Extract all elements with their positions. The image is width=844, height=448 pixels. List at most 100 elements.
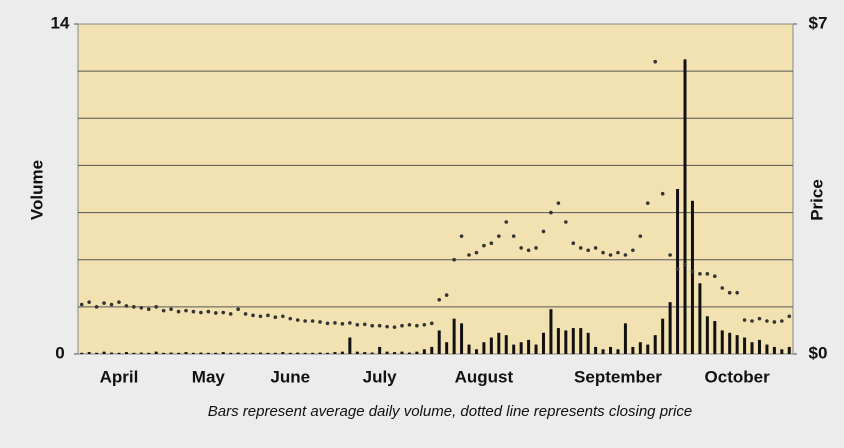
price-dot <box>87 300 91 304</box>
x-tick-label: July <box>363 367 398 386</box>
volume-bar <box>154 351 158 354</box>
price-dot <box>705 272 710 276</box>
volume-bar <box>95 352 99 354</box>
volume-bar <box>527 339 531 354</box>
price-dot <box>735 290 739 295</box>
price-dot <box>452 257 456 262</box>
volume-bar <box>415 351 419 354</box>
volume-bar <box>497 332 501 354</box>
volume-bar <box>333 352 337 354</box>
price-dot <box>132 305 136 309</box>
price-dot <box>601 250 605 255</box>
volume-bar <box>512 344 516 354</box>
price-dot <box>258 314 263 319</box>
price-dot <box>385 324 389 329</box>
price-dot <box>690 269 695 274</box>
price-dot <box>541 229 546 234</box>
volume-bar <box>393 352 397 354</box>
volume-bar <box>363 352 367 354</box>
price-dot <box>444 293 449 297</box>
volume-bar <box>370 352 374 354</box>
y-tick-label: 14 <box>51 13 70 32</box>
caption: Bars represent average daily volume, dot… <box>208 403 692 420</box>
price-dot <box>780 319 784 323</box>
volume-bar <box>683 59 687 354</box>
price-dot <box>497 234 501 238</box>
price-dot <box>698 272 702 276</box>
volume-bar <box>221 352 225 354</box>
volume-bar <box>80 352 84 354</box>
volume-bar <box>757 339 761 354</box>
volume-bar <box>638 342 642 354</box>
price-dot <box>437 297 442 302</box>
volume-bar <box>139 352 143 354</box>
volume-bar <box>348 337 352 354</box>
volume-bar <box>378 346 382 354</box>
volume-bar <box>541 332 545 354</box>
price-dot <box>273 315 278 320</box>
price-dot <box>720 286 725 290</box>
volume-bar <box>616 349 620 354</box>
price-dot <box>295 318 300 322</box>
volume-bar <box>698 283 702 354</box>
volume-bar <box>556 328 560 354</box>
plot-area <box>77 23 794 355</box>
volume-bar <box>713 321 717 354</box>
price-dot <box>228 312 233 316</box>
y2-tick-label: $7 <box>809 13 828 32</box>
price-dot <box>161 308 166 313</box>
volume-bar <box>743 337 747 354</box>
price-dot <box>578 246 583 250</box>
volume-bar <box>311 352 315 354</box>
volume-bar <box>326 352 330 354</box>
price-dot <box>765 319 769 323</box>
price-dot <box>348 321 352 325</box>
price-dot <box>504 220 509 224</box>
volume-bar <box>191 352 195 354</box>
price-dot <box>191 309 196 314</box>
price-dot <box>645 201 650 205</box>
x-tick-label: September <box>574 367 662 386</box>
price-dot <box>154 305 159 309</box>
price-dot <box>511 234 516 238</box>
price-dot <box>593 246 598 250</box>
price-dot <box>325 321 330 326</box>
price-dot <box>169 307 173 312</box>
volume-bar <box>400 351 404 354</box>
price-dot <box>415 323 419 328</box>
volume-bar <box>653 335 657 354</box>
volume-bar <box>318 352 322 354</box>
price-dot <box>400 323 404 328</box>
price-dot <box>772 320 777 324</box>
volume-bar <box>169 352 173 354</box>
price-dot <box>534 246 538 250</box>
price-dot <box>340 322 345 326</box>
price-dot <box>608 253 613 257</box>
volume-bar <box>571 328 575 354</box>
x-tick-label: October <box>705 367 771 386</box>
volume-bar <box>132 352 136 354</box>
volume-bar <box>519 342 523 354</box>
price-dot <box>742 318 747 322</box>
volume-bar <box>728 332 732 354</box>
volume-bar <box>266 352 270 354</box>
volume-bar <box>668 302 672 354</box>
volume-bar <box>117 352 121 354</box>
price-dot <box>750 319 754 323</box>
volume-bar <box>467 344 471 354</box>
volume-bar <box>609 346 613 354</box>
volume-bar <box>102 351 106 354</box>
volume-bar <box>273 352 277 354</box>
volume-bar <box>244 352 248 354</box>
price-dot <box>616 250 620 255</box>
price-dot <box>236 307 240 312</box>
price-dot <box>556 201 561 205</box>
price-dot <box>303 319 307 323</box>
price-dot <box>407 322 412 327</box>
volume-bar <box>661 318 665 354</box>
price-dot <box>787 314 792 319</box>
volume-bar <box>177 352 181 354</box>
volume-bar <box>251 352 255 354</box>
x-tick-label: August <box>455 367 514 386</box>
